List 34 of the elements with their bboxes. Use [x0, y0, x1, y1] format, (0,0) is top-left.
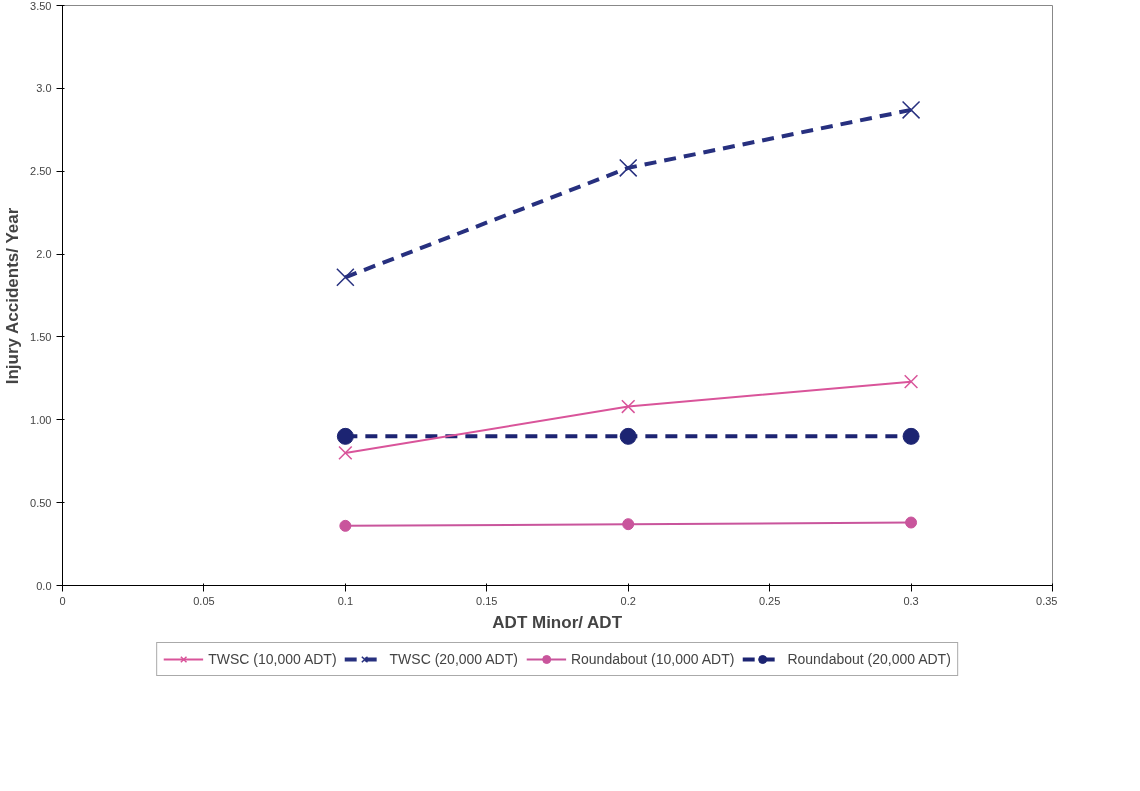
point: [336, 427, 354, 445]
x-tick-label: 0.05: [193, 594, 215, 607]
point: [618, 158, 638, 178]
y-tick-label: 0.0: [36, 579, 52, 592]
y-axis-title: Injury Accidents/ Year: [3, 207, 23, 385]
x-tick-label: 0.15: [476, 594, 498, 607]
legend-label: TWSC (10,000 ADT): [208, 651, 337, 667]
point: [338, 445, 353, 461]
point: [619, 427, 637, 445]
point: [622, 518, 635, 531]
x-axis-title: ADT Minor/ ADT: [492, 612, 623, 632]
x-tick-label: 0.2: [620, 594, 636, 607]
legend-label: TWSC (20,000 ADT): [389, 651, 518, 667]
point: [901, 100, 921, 120]
point: [902, 427, 920, 445]
x-tick-label: 0.1: [337, 594, 354, 607]
y-tick-label: 1.50: [30, 330, 52, 343]
point: [905, 516, 918, 529]
point: [336, 268, 355, 287]
x-tick-label: 0: [59, 594, 66, 607]
point: [339, 519, 352, 532]
y-tick-label: 1.00: [30, 413, 52, 426]
point: [903, 374, 919, 389]
x-tick-label: 0.3: [903, 594, 919, 607]
y-tick-label: 0.50: [30, 496, 52, 509]
y-tick-label: 3.50: [30, 0, 52, 12]
y-tick-label: 2.50: [30, 165, 52, 178]
y-tick-label: 2.0: [36, 248, 52, 261]
x-tick-label: 0.35: [1036, 594, 1058, 607]
y-tick-label: 3.0: [36, 82, 52, 95]
x-tick-label: 0.25: [758, 594, 781, 607]
legend-label: Roundabout (20,000 ADT): [787, 651, 951, 667]
point: [621, 399, 636, 414]
legend-label: Roundabout (10,000 ADT): [570, 651, 735, 667]
